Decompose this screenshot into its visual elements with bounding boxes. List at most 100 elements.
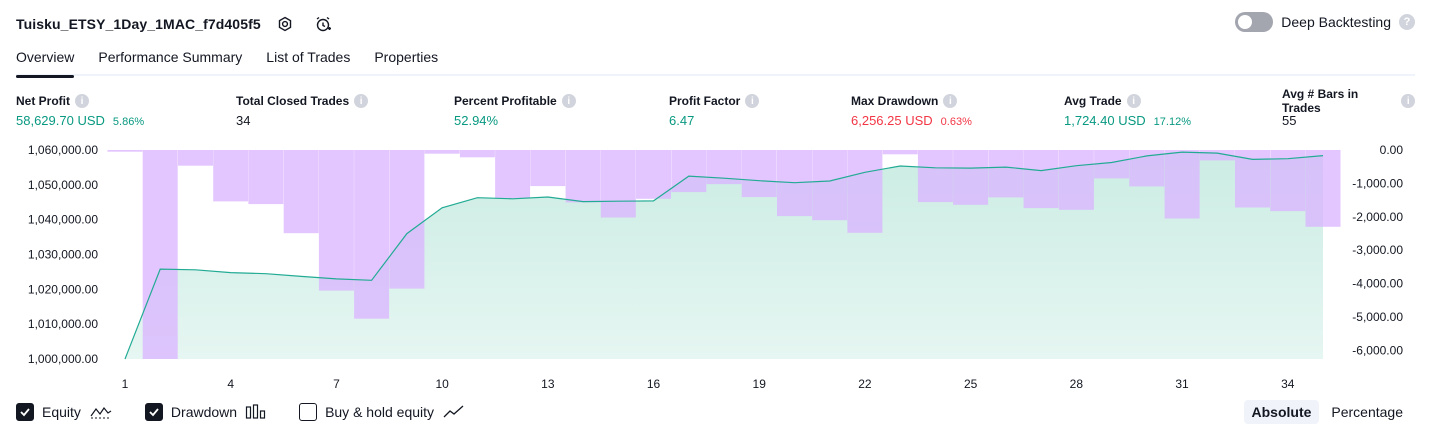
alarm-clock-add-icon[interactable] xyxy=(309,10,337,38)
metric-label: Profit Factor xyxy=(669,94,741,108)
x-tick-label: 31 xyxy=(1175,377,1189,391)
tab-performance-summary[interactable]: Performance Summary xyxy=(98,49,243,65)
equity-y-tick-label: 1,030,000.00 xyxy=(28,248,98,262)
drawdown-y-tick-label: -6,000.00 xyxy=(1352,343,1403,357)
drawdown-y-tick-label: 0.00 xyxy=(1380,143,1404,157)
report-tabs: Overview Performance Summary List of Tra… xyxy=(16,44,1415,78)
metric-value: 6,256.25 USD xyxy=(851,113,933,128)
drawdown-bar xyxy=(953,150,989,205)
drawdown-bar xyxy=(882,150,918,155)
metric-value: 58,629.70 USD xyxy=(16,113,105,128)
drawdown-bar xyxy=(389,150,425,289)
deep-backtesting-toggle[interactable] xyxy=(1235,12,1274,32)
metric-label: Total Closed Trades xyxy=(236,94,350,108)
x-tick-label: 10 xyxy=(435,377,449,391)
drawdown-bars-icon xyxy=(245,404,266,419)
strategy-header: Tuisku_ETSY_1Day_1MAC_f7d405f5 xyxy=(16,10,337,38)
drawdown-bar xyxy=(565,150,601,203)
drawdown-y-tick-label: -4,000.00 xyxy=(1352,277,1403,291)
drawdown-bar xyxy=(1058,150,1094,210)
buy-hold-line-icon xyxy=(443,405,464,418)
equity-line-icon xyxy=(90,406,112,419)
metric-value: 55 xyxy=(1282,113,1297,128)
metric-total-closed-trades: Total Closed Trades i 34 xyxy=(236,93,369,128)
tab-overview[interactable]: Overview xyxy=(16,44,75,78)
absolute-button[interactable]: Absolute xyxy=(1243,400,1320,424)
metric-label: Net Profit xyxy=(16,94,70,108)
equity-y-tick-label: 1,010,000.00 xyxy=(28,317,98,331)
buy-hold-label: Buy & hold equity xyxy=(325,404,435,420)
drawdown-label: Drawdown xyxy=(170,404,238,420)
drawdown-y-tick-label: -3,000.00 xyxy=(1352,243,1403,257)
metric-value: 1,724.40 USD xyxy=(1064,113,1146,128)
drawdown-bar xyxy=(530,150,566,187)
x-tick-label: 34 xyxy=(1281,377,1295,391)
drawdown-bar xyxy=(636,150,671,199)
equity-area xyxy=(125,152,1323,359)
metric-label: Avg # Bars in Trades xyxy=(1282,87,1359,115)
info-icon[interactable]: i xyxy=(943,94,958,108)
x-tick-label: 1 xyxy=(122,377,129,391)
x-tick-label: 13 xyxy=(541,377,555,391)
equity-drawdown-chart: 1,060,000.00 1,050,000.00 1,040,000.00 1,03… xyxy=(28,143,1404,391)
metric-value: 6.47 xyxy=(669,113,695,128)
drawdown-bar xyxy=(1270,150,1306,212)
x-tick-label: 7 xyxy=(333,377,340,391)
buy-hold-checkbox[interactable] xyxy=(299,403,318,421)
equity-y-tick-label: 1,050,000.00 xyxy=(28,178,98,192)
drawdown-bar xyxy=(847,150,883,233)
metric-max-drawdown: Max Drawdown i 6,256.25 USD 0.63% xyxy=(851,93,972,128)
drawdown-bar xyxy=(1305,150,1341,227)
drawdown-bar xyxy=(107,150,143,152)
deep-backtesting-label: Deep Backtesting xyxy=(1281,14,1391,30)
metric-label: Percent Profitable xyxy=(454,94,557,108)
drawdown-y-tick-label: -1,000.00 xyxy=(1352,176,1403,190)
drawdown-bar xyxy=(142,150,178,359)
strategy-title: Tuisku_ETSY_1Day_1MAC_f7d405f5 xyxy=(16,16,261,32)
equity-checkbox[interactable] xyxy=(16,403,34,421)
drawdown-bar xyxy=(741,150,777,198)
metric-percent: 5.86% xyxy=(112,116,145,128)
metric-label: Max Drawdown xyxy=(851,94,939,108)
drawdown-bar xyxy=(178,150,213,166)
drawdown-bar xyxy=(917,150,953,203)
drawdown-checkbox[interactable] xyxy=(144,403,163,421)
drawdown-y-tick-label: -5,000.00 xyxy=(1352,310,1403,324)
legend-equity[interactable]: Equity xyxy=(16,403,113,421)
metric-avg-trade: Avg Trade i 1,724.40 USD 17.12% xyxy=(1064,93,1191,128)
metric-label: Avg Trade xyxy=(1064,94,1122,108)
info-icon[interactable]: i xyxy=(1401,94,1415,108)
info-icon[interactable]: i xyxy=(561,94,576,108)
tab-properties[interactable]: Properties xyxy=(374,49,439,65)
info-icon[interactable]: i xyxy=(1126,94,1141,108)
equity-y-tick-label: 1,040,000.00 xyxy=(28,213,98,227)
drawdown-bar xyxy=(213,150,249,202)
drawdown-bar xyxy=(812,150,848,221)
info-icon[interactable]: i xyxy=(354,94,369,108)
metric-profit-factor: Profit Factor i 6.47 xyxy=(669,93,760,128)
drawdown-bar xyxy=(600,150,636,218)
legend-drawdown[interactable]: Drawdown xyxy=(144,403,267,421)
drawdown-bar xyxy=(424,150,460,154)
equity-line xyxy=(124,151,1324,360)
info-icon[interactable]: i xyxy=(745,94,760,108)
drawdown-bar xyxy=(671,150,707,193)
equity-y-tick-label: 1,060,000.00 xyxy=(28,143,98,157)
drawdown-bar xyxy=(318,150,354,291)
metric-net-profit: Net Profit i 58,629.70 USD 5.86% xyxy=(16,93,144,128)
help-question-icon[interactable]: ? xyxy=(1399,14,1415,30)
drawdown-bar xyxy=(495,150,531,199)
x-tick-label: 22 xyxy=(858,377,872,391)
metrics-row: Net Profit i 58,629.70 USD 5.86% Total Clo… xyxy=(16,87,1415,133)
drawdown-bar xyxy=(1164,150,1200,219)
metric-percent: 0.63% xyxy=(940,116,972,128)
x-tick-label: 28 xyxy=(1070,377,1084,391)
x-tick-label: 19 xyxy=(753,377,767,391)
drawdown-y-tick-label: -2,000.00 xyxy=(1352,210,1403,224)
settings-gear-icon[interactable] xyxy=(271,10,299,38)
percentage-button[interactable]: Percentage xyxy=(1331,404,1403,420)
tab-list-of-trades[interactable]: List of Trades xyxy=(266,49,351,65)
info-icon[interactable]: i xyxy=(75,94,89,108)
legend-buy-hold-equity[interactable]: Buy & hold equity xyxy=(299,403,466,421)
metric-percent-profitable: Percent Profitable i 52.94% xyxy=(454,93,576,128)
